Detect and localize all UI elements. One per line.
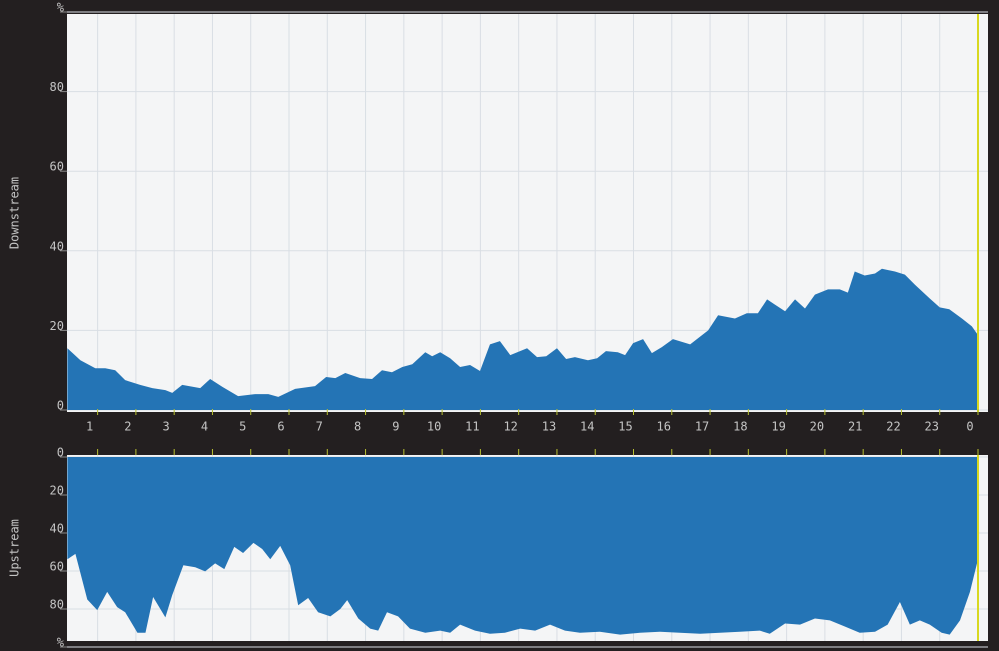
- y-axis-label: Upstream: [8, 519, 22, 577]
- plot: [67, 455, 988, 648]
- x-tick-label: 10: [427, 420, 441, 434]
- y-tick-label: 80: [50, 598, 64, 612]
- y-tick-label: 0: [57, 446, 64, 460]
- y-tick-label: 40: [50, 522, 64, 536]
- x-tick-label: 15: [618, 420, 632, 434]
- x-tick-label: 20: [810, 420, 824, 434]
- x-tick-label: 17: [695, 420, 709, 434]
- x-tick-label: 4: [201, 420, 208, 434]
- y-tick-label: 20: [50, 319, 64, 333]
- y-tick-label: 60: [50, 160, 64, 174]
- area: [67, 268, 979, 410]
- x-tick-label: 7: [316, 420, 323, 434]
- y-axis-label: Downstream: [8, 177, 22, 249]
- x-tick-label: 21: [848, 420, 862, 434]
- x-tick-label: 18: [733, 420, 747, 434]
- y-tick-label: 0: [57, 399, 64, 413]
- x-tick-label: 16: [657, 420, 671, 434]
- x-tick-label: 1: [86, 420, 93, 434]
- x-tick-label: 11: [465, 420, 479, 434]
- x-tick-label: 12: [503, 420, 517, 434]
- x-tick-label: 6: [277, 420, 284, 434]
- x-tick-label: 9: [392, 420, 399, 434]
- y-tick-label: %: [57, 636, 65, 650]
- x-tick-label: 23: [924, 420, 938, 434]
- plot: [67, 11, 988, 412]
- x-tick-label: 14: [580, 420, 594, 434]
- x-tick-label: 22: [886, 420, 900, 434]
- x-tick-label: 0: [966, 420, 973, 434]
- area: [67, 457, 979, 635]
- y-tick-label: %: [57, 1, 65, 15]
- y-tick-label: 40: [50, 239, 64, 253]
- x-tick-label: 8: [354, 420, 361, 434]
- x-tick-label: 2: [124, 420, 131, 434]
- x-tick-label: 5: [239, 420, 246, 434]
- y-tick-label: 20: [50, 484, 64, 498]
- y-tick-label: 80: [50, 80, 64, 94]
- x-tick-label: 3: [163, 420, 170, 434]
- x-tick-label: 13: [542, 420, 556, 434]
- y-tick-label: 60: [50, 560, 64, 574]
- x-tick-label: 19: [771, 420, 785, 434]
